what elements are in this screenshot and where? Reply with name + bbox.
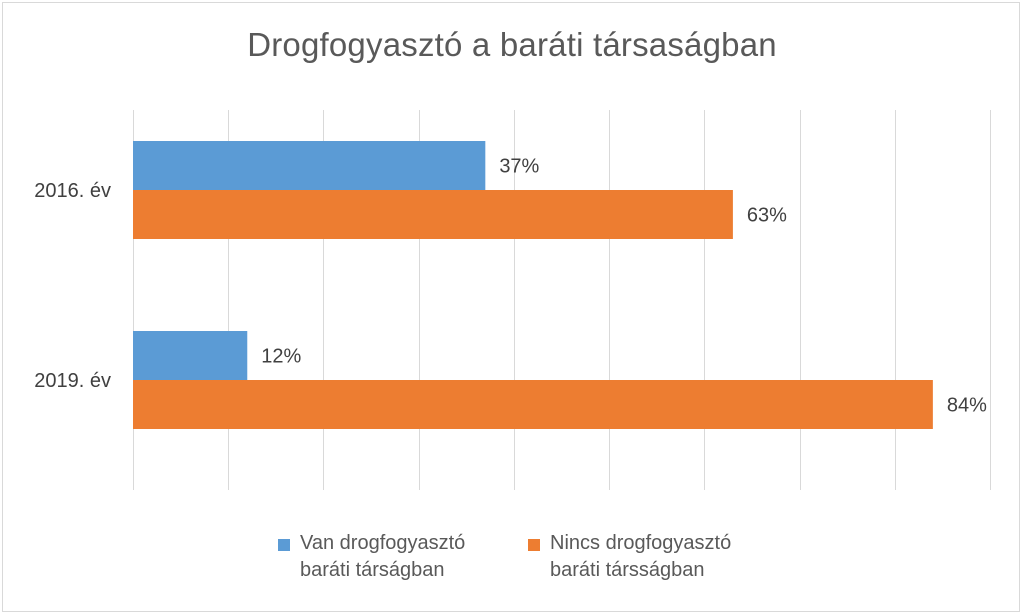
legend-label-series-2: Nincs drogfogyasztó baráti társságban (550, 532, 732, 581)
data-label: 12% (261, 346, 301, 368)
legend: Van drogfogyasztó baráti társágban Nincs… (0, 530, 1024, 600)
bar-van-0 (133, 141, 486, 190)
bar-nincs-0 (133, 190, 733, 239)
legend-item-series-1: Van drogfogyasztó baráti társágban (278, 530, 465, 584)
category-labels: 2016. év 2019. év (34, 180, 111, 392)
category-label: 2016. év (34, 180, 111, 202)
legend-swatch-series-1 (278, 539, 290, 551)
bars (133, 141, 933, 429)
category-label: 2019. év (34, 370, 111, 392)
legend-swatch-series-2 (528, 539, 540, 551)
data-label: 37% (499, 156, 539, 178)
data-labels: 37% 63% 12% 84% (261, 156, 987, 417)
bar-van-1 (133, 331, 248, 380)
data-label: 84% (947, 395, 987, 417)
legend-label-series-1: Van drogfogyasztó baráti társágban (300, 532, 466, 581)
legend-item-series-2: Nincs drogfogyasztó baráti társságban (528, 530, 731, 584)
data-label: 63% (747, 205, 787, 227)
chart-title: Drogfogyasztó a baráti társaságban (247, 26, 777, 63)
bar-nincs-1 (133, 380, 933, 429)
